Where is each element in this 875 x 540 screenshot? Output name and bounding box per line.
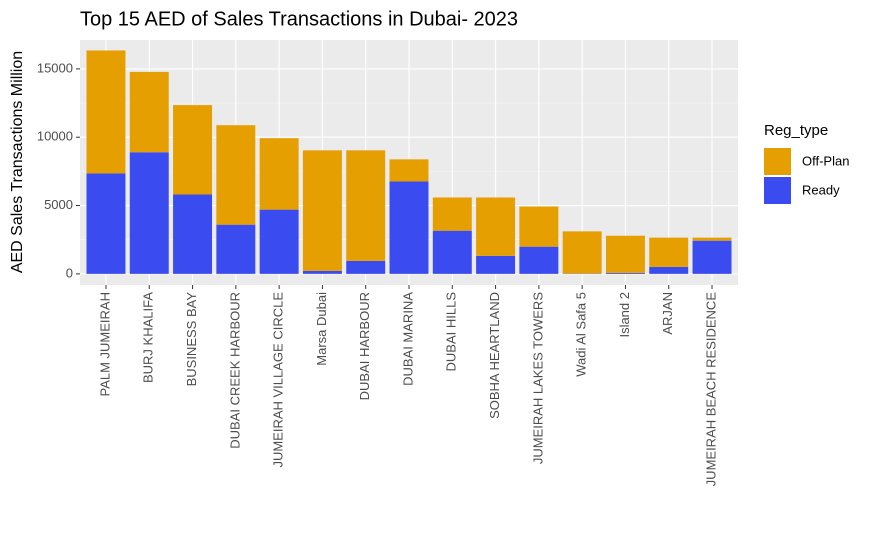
bar-segment bbox=[173, 105, 213, 195]
legend-label: Ready bbox=[802, 182, 840, 197]
x-tick-label: BUSINESS BAY bbox=[184, 292, 199, 387]
bar-segment bbox=[129, 71, 169, 153]
x-tick-label: DUBAI CREEK HARBOUR bbox=[227, 292, 242, 449]
chart-title: Top 15 AED of Sales Transactions in Duba… bbox=[80, 8, 518, 30]
bar-segment bbox=[389, 181, 429, 274]
legend-title: Reg_type bbox=[764, 122, 828, 139]
bar-segment bbox=[173, 194, 213, 274]
bar-segment bbox=[692, 240, 732, 274]
y-tick-label: 15000 bbox=[37, 60, 73, 75]
bar-segment bbox=[302, 150, 342, 271]
bar-segment bbox=[519, 206, 559, 247]
x-tick-label: Island 2 bbox=[617, 292, 632, 338]
x-tick-label: PALM JUMEIRAH bbox=[97, 292, 112, 397]
bar-segment bbox=[129, 152, 169, 274]
x-tick-label: Wadi Al Safa 5 bbox=[574, 292, 589, 377]
bar-segment bbox=[692, 237, 732, 241]
bar-segment bbox=[605, 235, 645, 273]
x-tick-label: SOBHA HEARTLAND bbox=[487, 292, 502, 419]
x-tick-label: Marsa Dubai bbox=[314, 292, 329, 366]
legend-swatch bbox=[764, 148, 791, 175]
legend-swatch bbox=[764, 177, 791, 204]
x-tick-label: JUMEIRAH BEACH RESIDENCE bbox=[703, 292, 718, 487]
bar-segment bbox=[86, 173, 126, 274]
x-tick-label: BURJ KHALIFA bbox=[141, 292, 156, 383]
bar-segment bbox=[649, 266, 689, 274]
bar-segment bbox=[476, 197, 516, 256]
bar-segment bbox=[389, 159, 429, 182]
bar-segment bbox=[216, 125, 256, 225]
bar-segment bbox=[476, 255, 516, 274]
bar-segment bbox=[562, 231, 602, 274]
y-tick-label: 10000 bbox=[37, 129, 73, 144]
bar-segment bbox=[346, 150, 386, 261]
x-tick-label: DUBAI HILLS bbox=[444, 292, 459, 372]
bar-segment bbox=[86, 50, 126, 174]
x-tick-label: DUBAI HARBOUR bbox=[357, 292, 372, 400]
bar-segment bbox=[302, 270, 342, 274]
bar-segment bbox=[519, 246, 559, 274]
bar-segment bbox=[216, 224, 256, 274]
bar-segment bbox=[259, 209, 299, 274]
x-tick-label: JUMEIRAH VILLAGE CIRCLE bbox=[271, 292, 286, 468]
bar-segment bbox=[259, 138, 299, 210]
x-tick-label: ARJAN bbox=[660, 292, 675, 335]
legend-label: Off-Plan bbox=[802, 153, 849, 168]
y-axis-title: AED Sales Transactions Million bbox=[9, 51, 26, 273]
bar-segment bbox=[432, 197, 472, 231]
bar-segment bbox=[346, 260, 386, 274]
bar-segment bbox=[432, 230, 472, 274]
x-tick-label: JUMEIRAH LAKES TOWERS bbox=[530, 292, 545, 464]
x-tick-label: DUBAI MARINA bbox=[400, 292, 415, 386]
y-tick-label: 0 bbox=[66, 265, 73, 280]
bar-segment bbox=[605, 272, 645, 274]
y-tick-label: 5000 bbox=[44, 197, 73, 212]
bar-segment bbox=[649, 237, 689, 267]
